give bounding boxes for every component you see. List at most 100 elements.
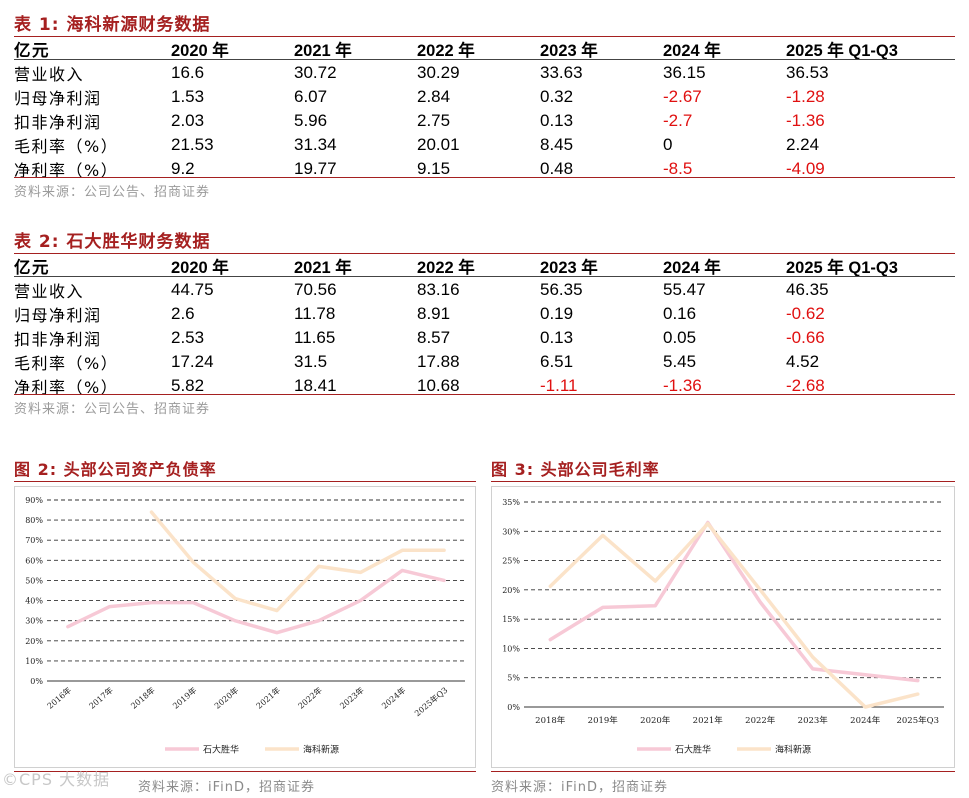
fig3-title: 图 3: 头部公司毛利率 <box>491 460 660 479</box>
y-tick-label: 30% <box>25 617 43 626</box>
x-tick-label: 2018年 <box>129 685 157 711</box>
table-cell: 0.05 <box>663 328 697 347</box>
table-row: 净利率（%） 9.2 19.77 9.15 0.48 -8.5 -4.09 <box>14 157 955 181</box>
legend-label: 海科新源 <box>303 744 339 756</box>
table-cell: 1.53 <box>171 87 205 106</box>
table-cell: 70.56 <box>294 280 337 299</box>
table2-header-2024: 2024 年 <box>663 259 721 277</box>
table-cell: 33.63 <box>540 63 583 82</box>
table-cell: 2.6 <box>171 304 195 323</box>
series-line-1 <box>66 568 446 635</box>
table-cell: 8.91 <box>417 304 451 323</box>
x-tick-label: 2025年Q3 <box>412 685 449 718</box>
table1-header-rule <box>14 59 955 60</box>
x-tick-label: 2022年 <box>745 715 776 726</box>
x-tick-label: 2019年 <box>588 715 619 726</box>
y-tick-label: 20% <box>25 637 43 646</box>
table1-header-2025: 2025 年 Q1-Q3 <box>786 42 898 60</box>
table-cell: 2.24 <box>786 135 820 154</box>
table-cell: -1.11 <box>540 376 578 395</box>
fig2-chart-box: 0% 10% 20% 30% 40% 50% 60% 70% 80% 90% 2016年 2017年 2… <box>14 486 476 768</box>
table1-header-2021: 2021 年 <box>294 42 352 60</box>
table1-top-rule <box>14 36 955 37</box>
table2-header-2020: 2020 年 <box>171 259 229 277</box>
series-line-2 <box>149 510 446 613</box>
table-cell: -0.66 <box>786 328 825 347</box>
table1-header-2024: 2024 年 <box>663 42 721 60</box>
table-cell: 83.16 <box>417 280 460 299</box>
table-row: 扣非净利润 2.03 5.96 2.75 0.13 -2.7 -1.36 <box>14 109 955 133</box>
legend-label: 海科新源 <box>775 744 811 756</box>
table-cell: 16.6 <box>171 63 205 82</box>
table-row: 归母净利润 1.53 6.07 2.84 0.32 -2.67 -1.28 <box>14 85 955 109</box>
table-cell: 30.29 <box>417 63 460 82</box>
y-tick-label: 10% <box>502 644 520 653</box>
fig3-chart: 0% 5% 10% 15% 20% 25% 30% 35% 2018年 2019年 2020年 202… <box>502 498 944 756</box>
table-cell: 6.07 <box>294 87 328 106</box>
table2-header-2022: 2022 年 <box>417 259 475 277</box>
y-tick-label: 80% <box>25 516 43 525</box>
x-tick-label: 2023年 <box>338 685 366 711</box>
x-tick-label: 2017年 <box>87 685 115 711</box>
table2-header-rule <box>14 276 955 277</box>
table-cell: 10.68 <box>417 376 460 395</box>
y-tick-label: 5% <box>507 674 520 683</box>
row-label: 扣非净利润 <box>14 330 102 349</box>
x-tick-label: 2018年 <box>535 715 566 726</box>
fig3-top-rule <box>491 481 955 482</box>
table2-source: 资料来源：公司公告、招商证券 <box>14 402 211 417</box>
table-cell: 2.53 <box>171 328 205 347</box>
table1: 亿元 2020 年 2021 年 2022 年 2023 年 2024 年 20… <box>14 37 955 181</box>
table-cell: -1.28 <box>786 87 825 106</box>
table-cell: 0.32 <box>540 87 574 106</box>
table-cell: 0.13 <box>540 328 574 347</box>
series-line-2 <box>548 521 920 709</box>
row-label: 营业收入 <box>14 65 85 84</box>
table1-header-2023: 2023 年 <box>540 42 598 60</box>
table2-top-rule <box>14 253 955 254</box>
fig2-top-rule <box>14 481 476 482</box>
table-cell: 20.01 <box>417 135 460 154</box>
x-tick-label: 2021年 <box>254 685 282 711</box>
table-cell: 44.75 <box>171 280 214 299</box>
fig2-source: 资料来源：iFinD，招商证券 <box>138 780 316 795</box>
table-cell: 9.2 <box>171 159 195 178</box>
table1-header-2022: 2022 年 <box>417 42 475 60</box>
table-cell: 2.03 <box>171 111 205 130</box>
x-tick-label: 2021年 <box>693 715 724 726</box>
fig3-bottom-rule <box>491 771 955 772</box>
table-cell: -1.36 <box>786 111 825 130</box>
table-cell: 36.15 <box>663 63 706 82</box>
table-cell: 19.77 <box>294 159 337 178</box>
row-label: 毛利率（%） <box>14 137 119 156</box>
fig2-bottom-rule <box>14 771 476 772</box>
table1-title: 表 1: 海科新源财务数据 <box>14 15 211 35</box>
table-cell: 2.84 <box>417 87 451 106</box>
x-tick-label: 2022年 <box>296 685 324 711</box>
table-cell: 0.13 <box>540 111 574 130</box>
table-cell: 36.53 <box>786 63 829 82</box>
y-tick-label: 40% <box>25 597 43 606</box>
fig2-title: 图 2: 头部公司资产负债率 <box>14 460 217 479</box>
watermark: ©CPS 大数据 <box>2 770 111 789</box>
table-row: 毛利率（%） 21.53 31.34 20.01 8.45 0 2.24 <box>14 133 955 157</box>
table-cell: 21.53 <box>171 135 214 154</box>
y-tick-label: 0% <box>507 703 520 712</box>
table-cell: 31.5 <box>294 352 328 371</box>
x-tick-label: 2024年 <box>850 715 881 726</box>
legend-label: 石大胜华 <box>203 744 239 756</box>
table-cell: -8.5 <box>663 159 693 178</box>
table2-bottom-rule <box>14 394 955 395</box>
table2-header-2021: 2021 年 <box>294 259 352 277</box>
table-cell: 18.41 <box>294 376 337 395</box>
table2-header-row: 亿元 2020 年 2021 年 2022 年 2023 年 2024 年 20… <box>14 254 955 278</box>
y-tick-label: 15% <box>502 615 520 624</box>
y-tick-label: 90% <box>25 496 43 505</box>
table-cell: 30.72 <box>294 63 337 82</box>
table-row: 营业收入 44.75 70.56 83.16 56.35 55.47 46.35 <box>14 278 955 302</box>
fig3-source: 资料来源：iFinD，招商证券 <box>491 780 669 795</box>
table-cell: -2.7 <box>663 111 693 130</box>
x-tick-label: 2016年 <box>45 685 73 711</box>
table-cell: 5.45 <box>663 352 697 371</box>
table-cell: -0.62 <box>786 304 825 323</box>
